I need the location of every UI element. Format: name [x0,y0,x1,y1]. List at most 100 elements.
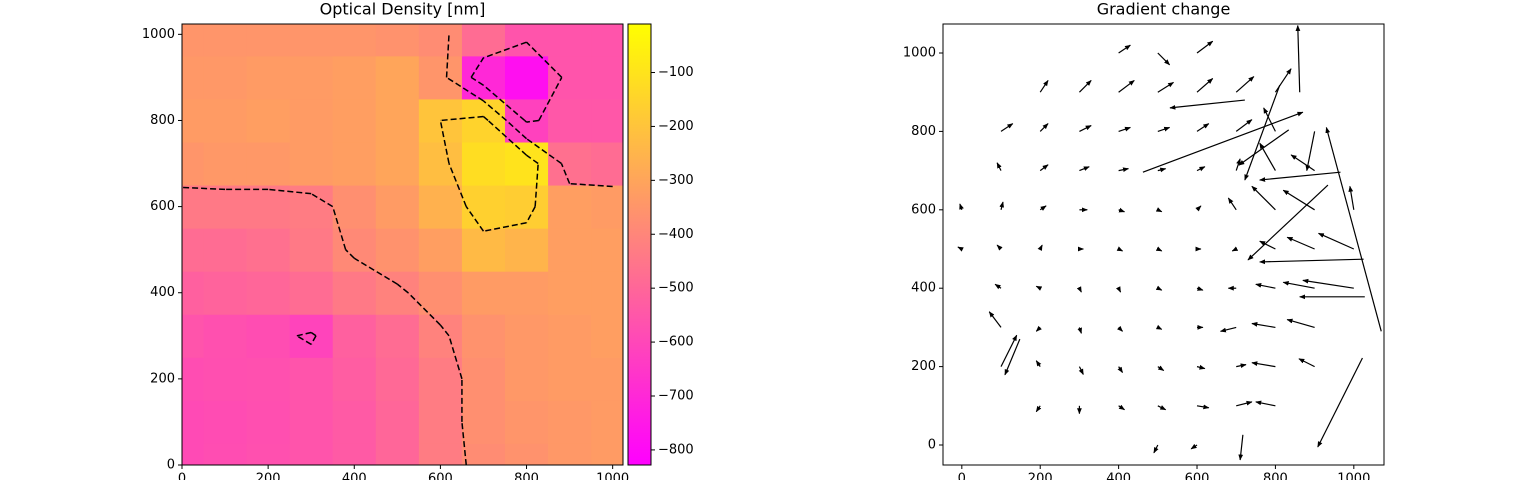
heat-cell [591,185,624,229]
heat-cell [203,142,248,186]
heat-cell [289,98,334,143]
colorbar-tick-label: −400 [658,227,694,242]
heat-cell [591,400,624,444]
heat-cell [591,142,624,186]
heat-cell [504,142,549,186]
heat-cell [418,400,463,444]
heat-cell [418,24,463,57]
heat-cell [548,357,592,401]
arrow [1169,99,1245,110]
heat-cell [504,314,549,358]
colorbar-tick-label: −600 [658,335,694,350]
contour-line [483,41,527,59]
arrow [1286,236,1315,250]
heat-cell [182,357,205,401]
heat-cell [182,271,205,315]
contour-line [310,335,317,345]
contour-line [448,335,463,380]
heat-cell [182,98,205,143]
heat-cell [332,185,377,229]
heat-cell [461,314,506,358]
arrow [1196,286,1204,291]
contour-line [524,119,528,123]
x-tick-label: 800 [514,472,539,480]
y-tick-label: 600 [150,199,175,214]
contour-line [525,206,536,224]
contour-line [353,257,398,285]
contour-line [465,206,485,232]
heat-cell [182,55,205,100]
heat-cell [332,55,377,100]
heat-cell [246,185,291,229]
contour-line [482,100,507,122]
heat-cell [418,98,463,143]
heat-cell [246,271,291,315]
arrow [1142,111,1304,173]
heat-cell [548,228,592,272]
heat-cell [332,271,377,315]
heat-cell [461,185,506,229]
heat-cell [418,228,463,272]
heat-cell [375,443,420,466]
x-tick-label: 200 [1028,472,1053,480]
y-tick-label: 400 [150,285,175,300]
arrow [1274,68,1292,93]
axes-frame [942,23,1385,466]
heat-cell [289,185,334,229]
chart-title: Optical Density [nm] [320,0,486,19]
contour-line [296,335,312,346]
arrow [1035,325,1042,332]
arrow [1235,76,1255,93]
contour-line [538,77,563,121]
heat-cell [375,55,420,100]
arrow [1231,246,1239,252]
x-tick-label: 0 [958,472,966,480]
y-tick-label: 800 [911,124,936,139]
arrow [1290,154,1315,172]
heat-cell [332,400,377,444]
arrow [1079,166,1090,172]
arrow [1196,78,1214,93]
y-tick-label: 200 [911,359,936,374]
arrow [996,162,1002,171]
heat-cell [504,24,549,57]
contour-line [526,154,539,165]
heat-cell [246,228,291,272]
axes-frame [181,23,624,466]
heat-cell [289,357,334,401]
heat-cell [591,24,624,57]
heat-cell [418,55,463,100]
x-tick-label: 600 [1185,472,1210,480]
contour-line [181,186,226,191]
heat-cell [418,443,463,466]
arrow [994,283,1002,290]
arrow [1079,124,1092,132]
heat-cell [375,314,420,358]
heat-cell [289,271,334,315]
arrow [1000,123,1014,132]
x-tick-label: 1000 [596,472,629,480]
contour-line [448,163,467,207]
contour-line [446,76,484,102]
colorbar-tick-label: −100 [658,65,694,80]
contour-line [439,324,450,337]
heat-cell [182,228,205,272]
heat-cell [182,24,205,57]
arrow [1118,167,1130,173]
heat-cell [182,314,205,358]
heat-cell [591,443,624,466]
colorbar-tick-label: −300 [658,173,694,188]
contour-line [445,34,450,78]
arrow [1078,80,1092,93]
contour-line [440,115,484,122]
arrow [1251,322,1276,328]
arrow [1196,166,1206,172]
heat-cell [418,271,463,315]
arrow [1157,405,1167,411]
arrow [1157,167,1167,173]
x-tick-label: 600 [428,472,453,480]
heat-cell [548,142,592,186]
arrow [1317,357,1363,448]
heat-cell [504,271,549,315]
